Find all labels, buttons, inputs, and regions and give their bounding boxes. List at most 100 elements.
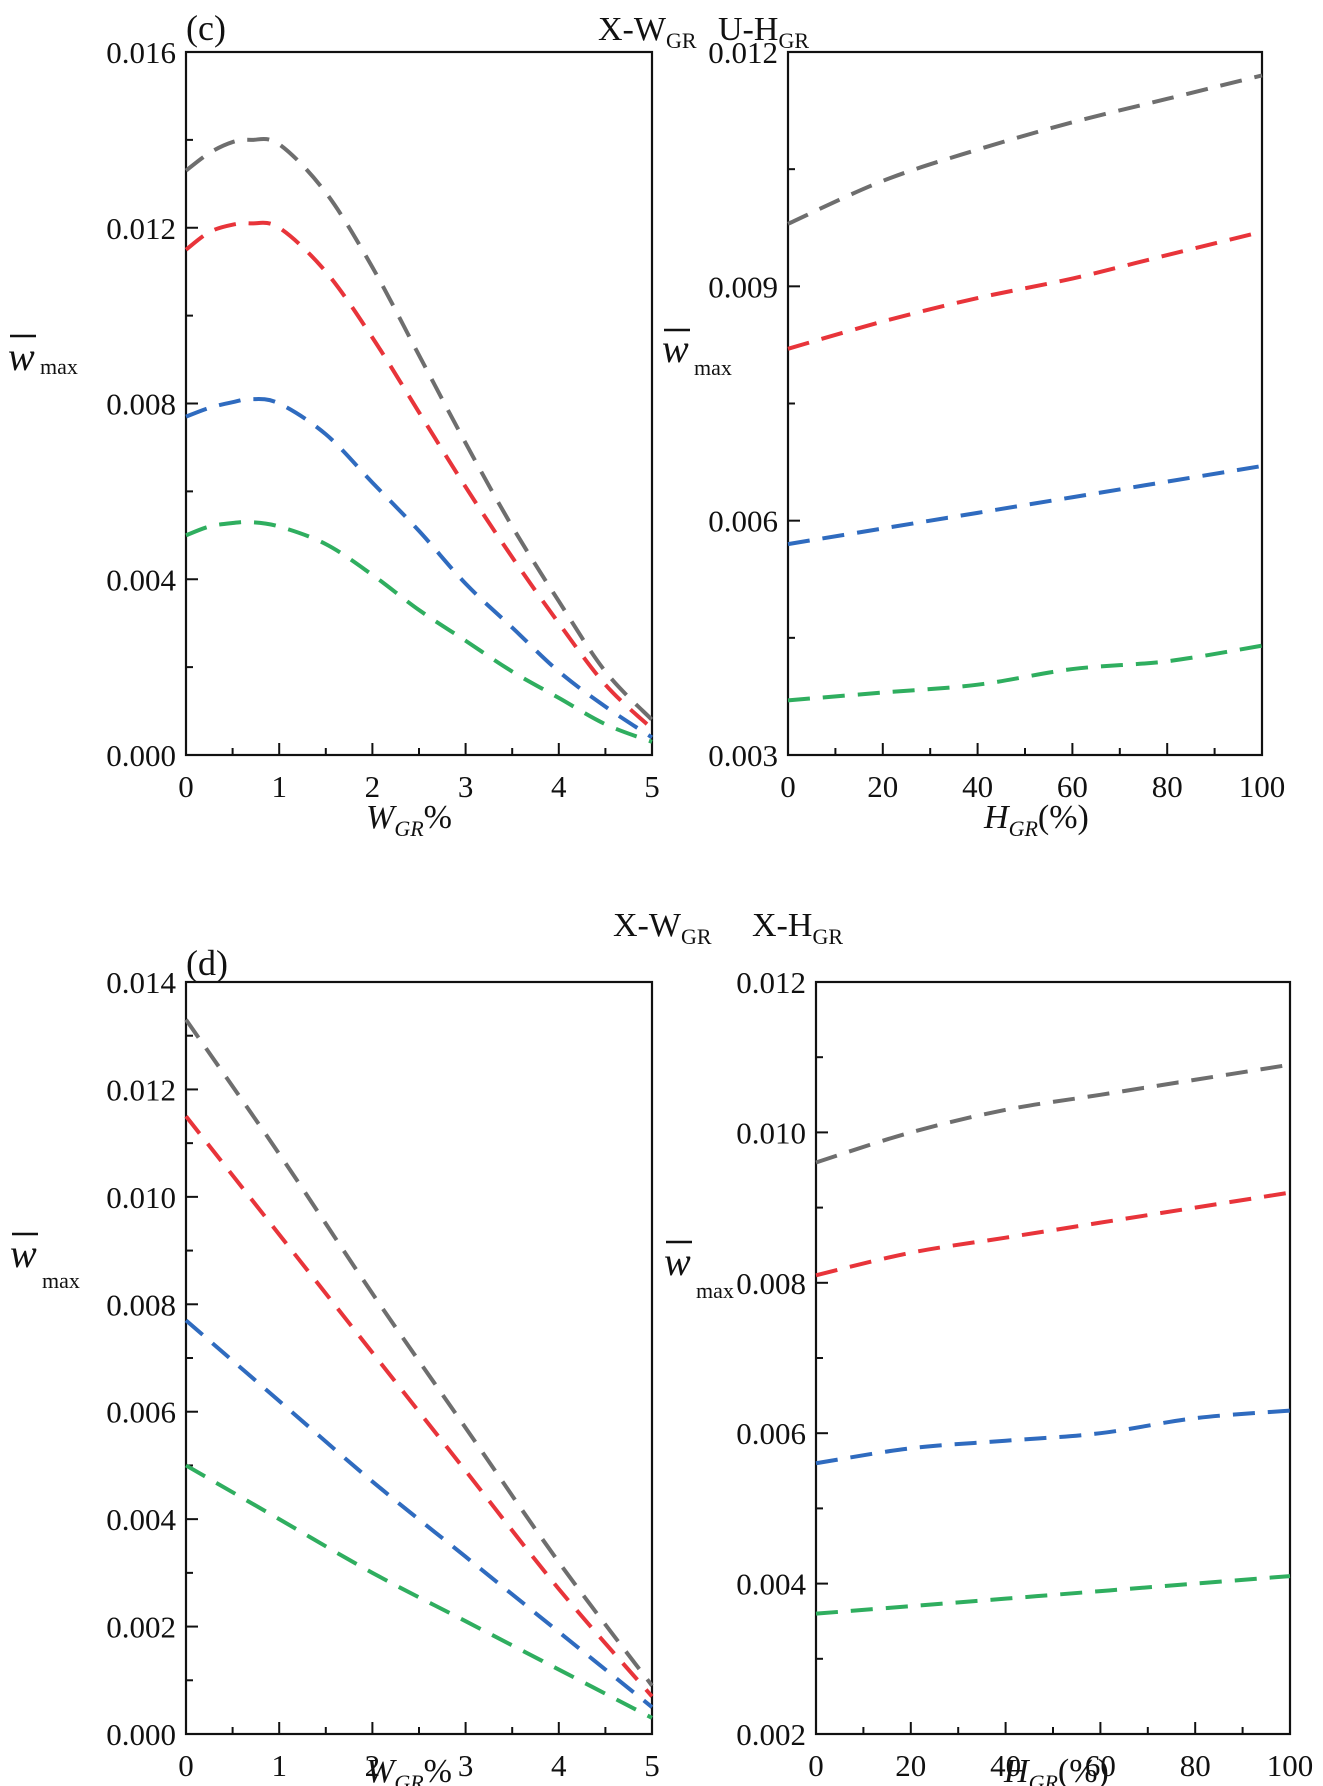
- d-left-series-red: [184, 1115, 654, 1698]
- d-left-series-green: [185, 1463, 653, 1720]
- d-left-ytick-label: 0.000: [106, 1717, 176, 1752]
- svg-text:w: w: [10, 1231, 37, 1276]
- d-left-ylabel: w max: [10, 1231, 80, 1293]
- d-right-ytick-label: 0.006: [736, 1416, 806, 1451]
- d-left-series-blue: [184, 1318, 654, 1709]
- c-left-xtick-label: 5: [644, 769, 660, 804]
- c-right-series-blue: [787, 464, 1263, 547]
- c-left-ytick-label: 0.004: [106, 562, 176, 597]
- d-right-xtick-label: 80: [1180, 1748, 1211, 1783]
- c-left-series-gray: [184, 136, 654, 722]
- panel-d-label: (d): [186, 943, 228, 983]
- svg-text:WGR%: WGR%: [366, 799, 452, 841]
- c-right-xtick-label: 20: [867, 769, 898, 804]
- plot-c-left: 0 1 2 3 4 5 0.000 0.004 0.008 0.012 0.016: [106, 35, 660, 804]
- d-left-ytick-label: 0.014: [106, 965, 176, 1000]
- d-left-ytick-label: 0.004: [106, 1502, 176, 1537]
- d-left-plot-frame: [184, 980, 654, 1736]
- panel-d-header: (d) X-WGR X-HGR: [186, 907, 843, 983]
- plot-c-right: 0 20 40 60 80 100 0.003 0.006 0.009 0.012: [708, 35, 1285, 804]
- c-right-ytick-label: 0.003: [708, 738, 778, 773]
- c-left-xtick-label: 0: [178, 769, 194, 804]
- panel-c-header-right: U-HGR: [718, 11, 809, 53]
- d-left-xtick-label: 0: [178, 1748, 194, 1783]
- d-left-ytick-label: 0.006: [106, 1395, 176, 1430]
- panel-c-label: (c): [186, 8, 226, 48]
- panel-c-header-left: X-WGR: [598, 11, 697, 53]
- c-right-xtick-label: 0: [780, 769, 796, 804]
- d-right-xlabel: HGR(%): [1003, 1753, 1109, 1786]
- d-right-series-red: [815, 1190, 1291, 1278]
- panel-d-header-right: X-HGR: [752, 907, 843, 949]
- d-left-xtick-label: 3: [458, 1748, 474, 1783]
- svg-text:max: max: [40, 354, 78, 379]
- d-right-xtick-label: 40: [990, 1748, 1021, 1783]
- plot-d-left: 0 1 2 3 4 5 0.000 0.002 0.004 0.006 0.008 0.010 0.01…: [106, 965, 660, 1783]
- svg-text:w: w: [662, 326, 689, 371]
- d-left-xtick-label: 1: [271, 1748, 287, 1783]
- d-right-series-blue: [815, 1408, 1291, 1466]
- panel-c-header: (c) X-WGR U-HGR: [186, 8, 809, 53]
- c-left-series-red: [184, 220, 654, 731]
- svg-text:HGR(%): HGR(%): [983, 799, 1089, 841]
- plot-d-right: 0 20 40 60 80 100 0.002 0.004 0.006 0.008 0.010 0.0…: [736, 965, 1313, 1783]
- c-right-series-red: [787, 229, 1263, 351]
- svg-text:max: max: [696, 1278, 734, 1303]
- svg-text:w: w: [664, 1239, 691, 1284]
- c-right-series-gray: [787, 73, 1263, 226]
- c-right-plot-frame: [786, 50, 1264, 757]
- c-left-series-green: [185, 519, 653, 744]
- d-right-plot-frame: [814, 980, 1292, 1736]
- c-left-plot-frame: [184, 50, 654, 757]
- d-left-ytick-label: 0.012: [106, 1072, 176, 1107]
- d-left-xlabel: WGR%: [366, 1753, 452, 1786]
- c-right-ytick-label: 0.009: [708, 269, 778, 304]
- d-right-xtick-label: 0: [808, 1748, 824, 1783]
- c-left-xtick-label: 1: [271, 769, 287, 804]
- c-right-series-green: [787, 643, 1263, 703]
- c-left-ytick-label: 0.016: [106, 35, 176, 70]
- c-left-ytick-label: 0.000: [106, 738, 176, 773]
- d-left-xtick-label: 5: [644, 1748, 660, 1783]
- d-right-ytick-label: 0.012: [736, 965, 806, 1000]
- d-left-ytick-label: 0.002: [106, 1610, 176, 1645]
- d-left-xtick-label: 2: [365, 1748, 381, 1783]
- c-left-xlabel: WGR%: [366, 799, 452, 841]
- c-left-ytick-label: 0.008: [106, 387, 176, 422]
- svg-text:max: max: [42, 1268, 80, 1293]
- d-right-ytick-label: 0.008: [736, 1266, 806, 1301]
- d-left-ytick-label: 0.010: [106, 1180, 176, 1215]
- d-right-series-gray: [815, 1062, 1291, 1165]
- svg-text:w: w: [8, 334, 35, 379]
- c-right-xtick-label: 100: [1239, 769, 1286, 804]
- d-right-series-green: [815, 1574, 1291, 1616]
- svg-text:WGR%: WGR%: [366, 1753, 452, 1786]
- d-right-ytick-label: 0.002: [736, 1717, 806, 1752]
- c-right-xlabel: HGR(%): [983, 799, 1089, 841]
- panel-d-header-left: X-WGR: [613, 907, 712, 949]
- c-left-ylabel: w max: [8, 334, 78, 379]
- c-right-xtick-label: 40: [962, 769, 993, 804]
- d-left-series-gray: [184, 1018, 654, 1687]
- c-right-xtick-label: 80: [1152, 769, 1183, 804]
- svg-text:max: max: [694, 355, 732, 380]
- c-right-xtick-label: 60: [1057, 769, 1088, 804]
- d-right-ytick-label: 0.010: [736, 1115, 806, 1150]
- c-right-ytick-label: 0.012: [708, 35, 778, 70]
- c-left-xtick-label: 2: [365, 769, 381, 804]
- svg-text:HGR(%): HGR(%): [1003, 1753, 1109, 1786]
- c-left-xtick-label: 3: [458, 769, 474, 804]
- d-right-ylabel: w max: [664, 1239, 734, 1303]
- d-right-ytick-label: 0.004: [736, 1567, 806, 1602]
- c-left-ytick-label: 0.012: [106, 211, 176, 246]
- c-right-ytick-label: 0.006: [708, 504, 778, 539]
- c-left-series-blue: [185, 397, 654, 740]
- c-left-xtick-label: 4: [551, 769, 567, 804]
- c-right-ylabel: w max: [662, 326, 732, 380]
- d-left-ytick-label: 0.008: [106, 1287, 176, 1322]
- d-right-xtick-label: 20: [895, 1748, 926, 1783]
- d-right-xtick-label: 100: [1267, 1748, 1314, 1783]
- d-left-xtick-label: 4: [551, 1748, 567, 1783]
- d-right-xtick-label: 60: [1085, 1748, 1116, 1783]
